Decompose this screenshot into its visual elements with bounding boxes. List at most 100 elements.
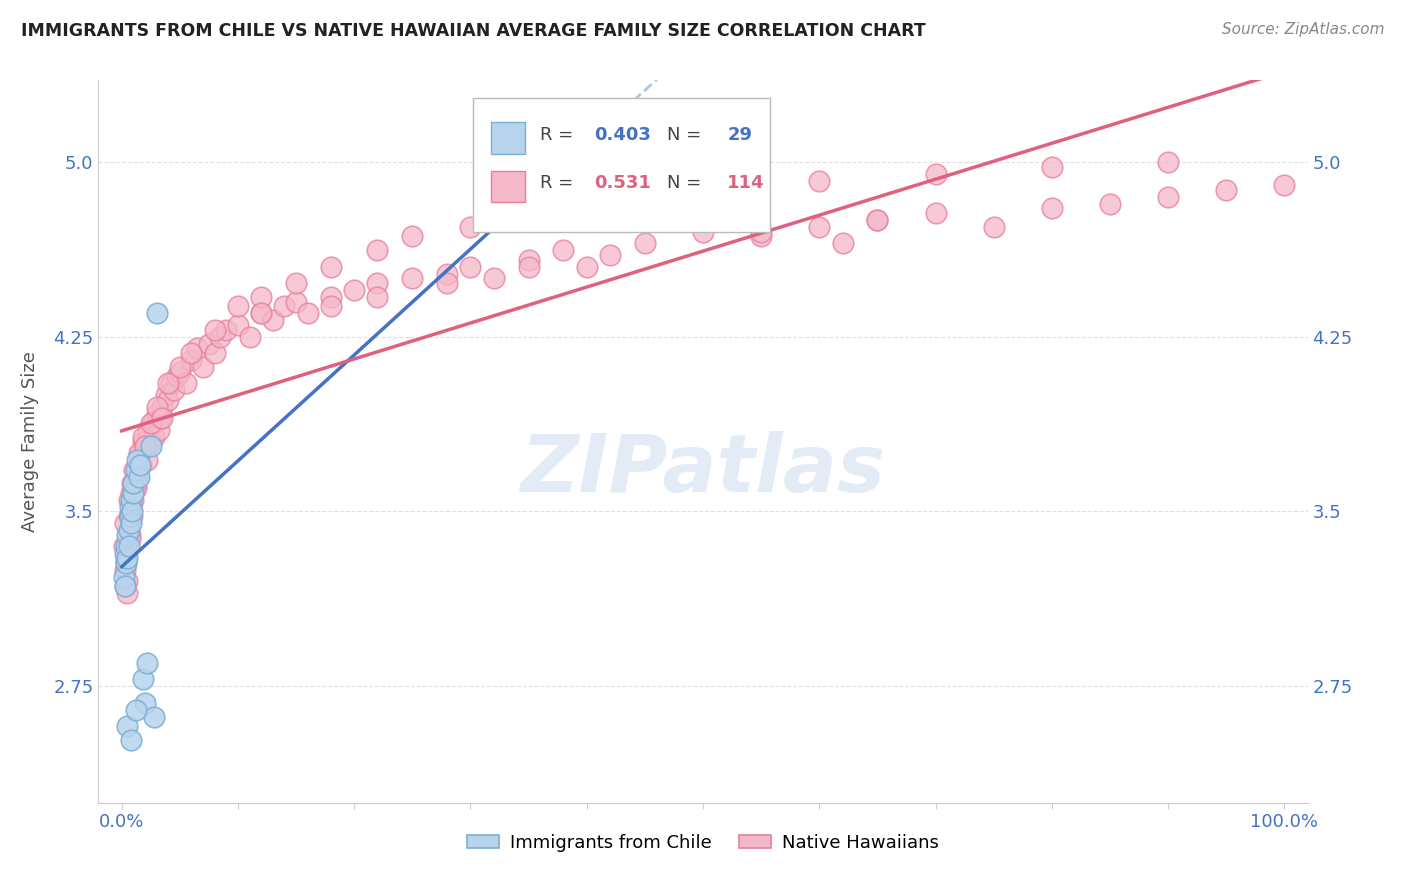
- Point: [115, 556, 138, 570]
- Point: [297, 306, 319, 320]
- Point: [120, 485, 142, 500]
- Point: [163, 384, 186, 398]
- Point: [180, 346, 202, 360]
- Point: [143, 430, 166, 444]
- Point: [436, 276, 458, 290]
- Point: [186, 341, 208, 355]
- Point: [134, 439, 156, 453]
- Point: [114, 579, 136, 593]
- Point: [749, 225, 772, 239]
- Point: [226, 318, 249, 332]
- Point: [366, 244, 388, 258]
- FancyBboxPatch shape: [474, 98, 769, 232]
- Point: [159, 376, 181, 391]
- Point: [808, 220, 831, 235]
- Text: 0.403: 0.403: [595, 126, 651, 144]
- Point: [517, 260, 540, 274]
- Point: [285, 294, 308, 309]
- Point: [121, 504, 143, 518]
- Point: [134, 696, 156, 710]
- Text: IMMIGRANTS FROM CHILE VS NATIVE HAWAIIAN AVERAGE FAMILY SIZE CORRELATION CHART: IMMIGRANTS FROM CHILE VS NATIVE HAWAIIAN…: [21, 22, 925, 40]
- Point: [114, 563, 136, 577]
- Point: [122, 476, 145, 491]
- Point: [155, 388, 177, 402]
- Point: [148, 423, 170, 437]
- Point: [460, 220, 482, 235]
- Point: [118, 492, 141, 507]
- Point: [436, 267, 458, 281]
- Point: [866, 213, 889, 227]
- Point: [343, 283, 366, 297]
- Point: [131, 430, 153, 444]
- Point: [983, 220, 1005, 235]
- Point: [120, 732, 142, 747]
- Point: [112, 540, 135, 554]
- Point: [118, 540, 141, 554]
- Point: [120, 500, 142, 514]
- Point: [124, 462, 146, 476]
- Point: [262, 313, 284, 327]
- Point: [145, 306, 167, 320]
- Point: [924, 167, 946, 181]
- Point: [575, 260, 598, 274]
- Point: [118, 500, 141, 514]
- Point: [169, 365, 191, 379]
- Point: [1040, 160, 1063, 174]
- Point: [166, 369, 188, 384]
- Point: [117, 586, 139, 600]
- Point: [285, 276, 308, 290]
- Point: [180, 353, 202, 368]
- Point: [114, 579, 136, 593]
- Point: [808, 173, 831, 187]
- Point: [401, 229, 423, 244]
- Point: [145, 407, 167, 421]
- Text: 29: 29: [727, 126, 752, 144]
- Point: [319, 260, 342, 274]
- Point: [115, 556, 138, 570]
- Point: [124, 481, 146, 495]
- Y-axis label: Average Family Size: Average Family Size: [21, 351, 39, 532]
- Point: [118, 509, 141, 524]
- Point: [366, 276, 388, 290]
- Point: [118, 523, 141, 537]
- Point: [118, 533, 141, 547]
- Point: [401, 271, 423, 285]
- Point: [460, 260, 482, 274]
- Point: [129, 458, 152, 472]
- Point: [319, 299, 342, 313]
- Point: [114, 546, 136, 560]
- Point: [128, 469, 150, 483]
- Point: [122, 492, 145, 507]
- Text: R =: R =: [540, 126, 579, 144]
- Point: [139, 434, 162, 449]
- Point: [138, 423, 160, 437]
- Text: N =: N =: [666, 174, 707, 192]
- Point: [125, 453, 148, 467]
- Point: [117, 719, 139, 733]
- Point: [120, 516, 142, 530]
- Point: [120, 492, 142, 507]
- Text: 114: 114: [727, 174, 765, 192]
- Point: [128, 453, 150, 467]
- Point: [634, 236, 657, 251]
- Point: [125, 469, 148, 483]
- Text: 0.531: 0.531: [595, 174, 651, 192]
- Point: [866, 213, 889, 227]
- Point: [599, 248, 621, 262]
- Point: [114, 516, 136, 530]
- Point: [174, 376, 197, 391]
- Point: [215, 323, 238, 337]
- Point: [122, 485, 145, 500]
- Point: [924, 206, 946, 220]
- Bar: [492, 170, 526, 202]
- Point: [209, 329, 232, 343]
- Text: N =: N =: [666, 126, 707, 144]
- Point: [517, 252, 540, 267]
- Point: [1272, 178, 1295, 193]
- Point: [169, 359, 191, 374]
- Point: [120, 504, 142, 518]
- Point: [128, 446, 150, 460]
- Point: [136, 656, 159, 670]
- Point: [118, 509, 141, 524]
- Point: [121, 509, 143, 524]
